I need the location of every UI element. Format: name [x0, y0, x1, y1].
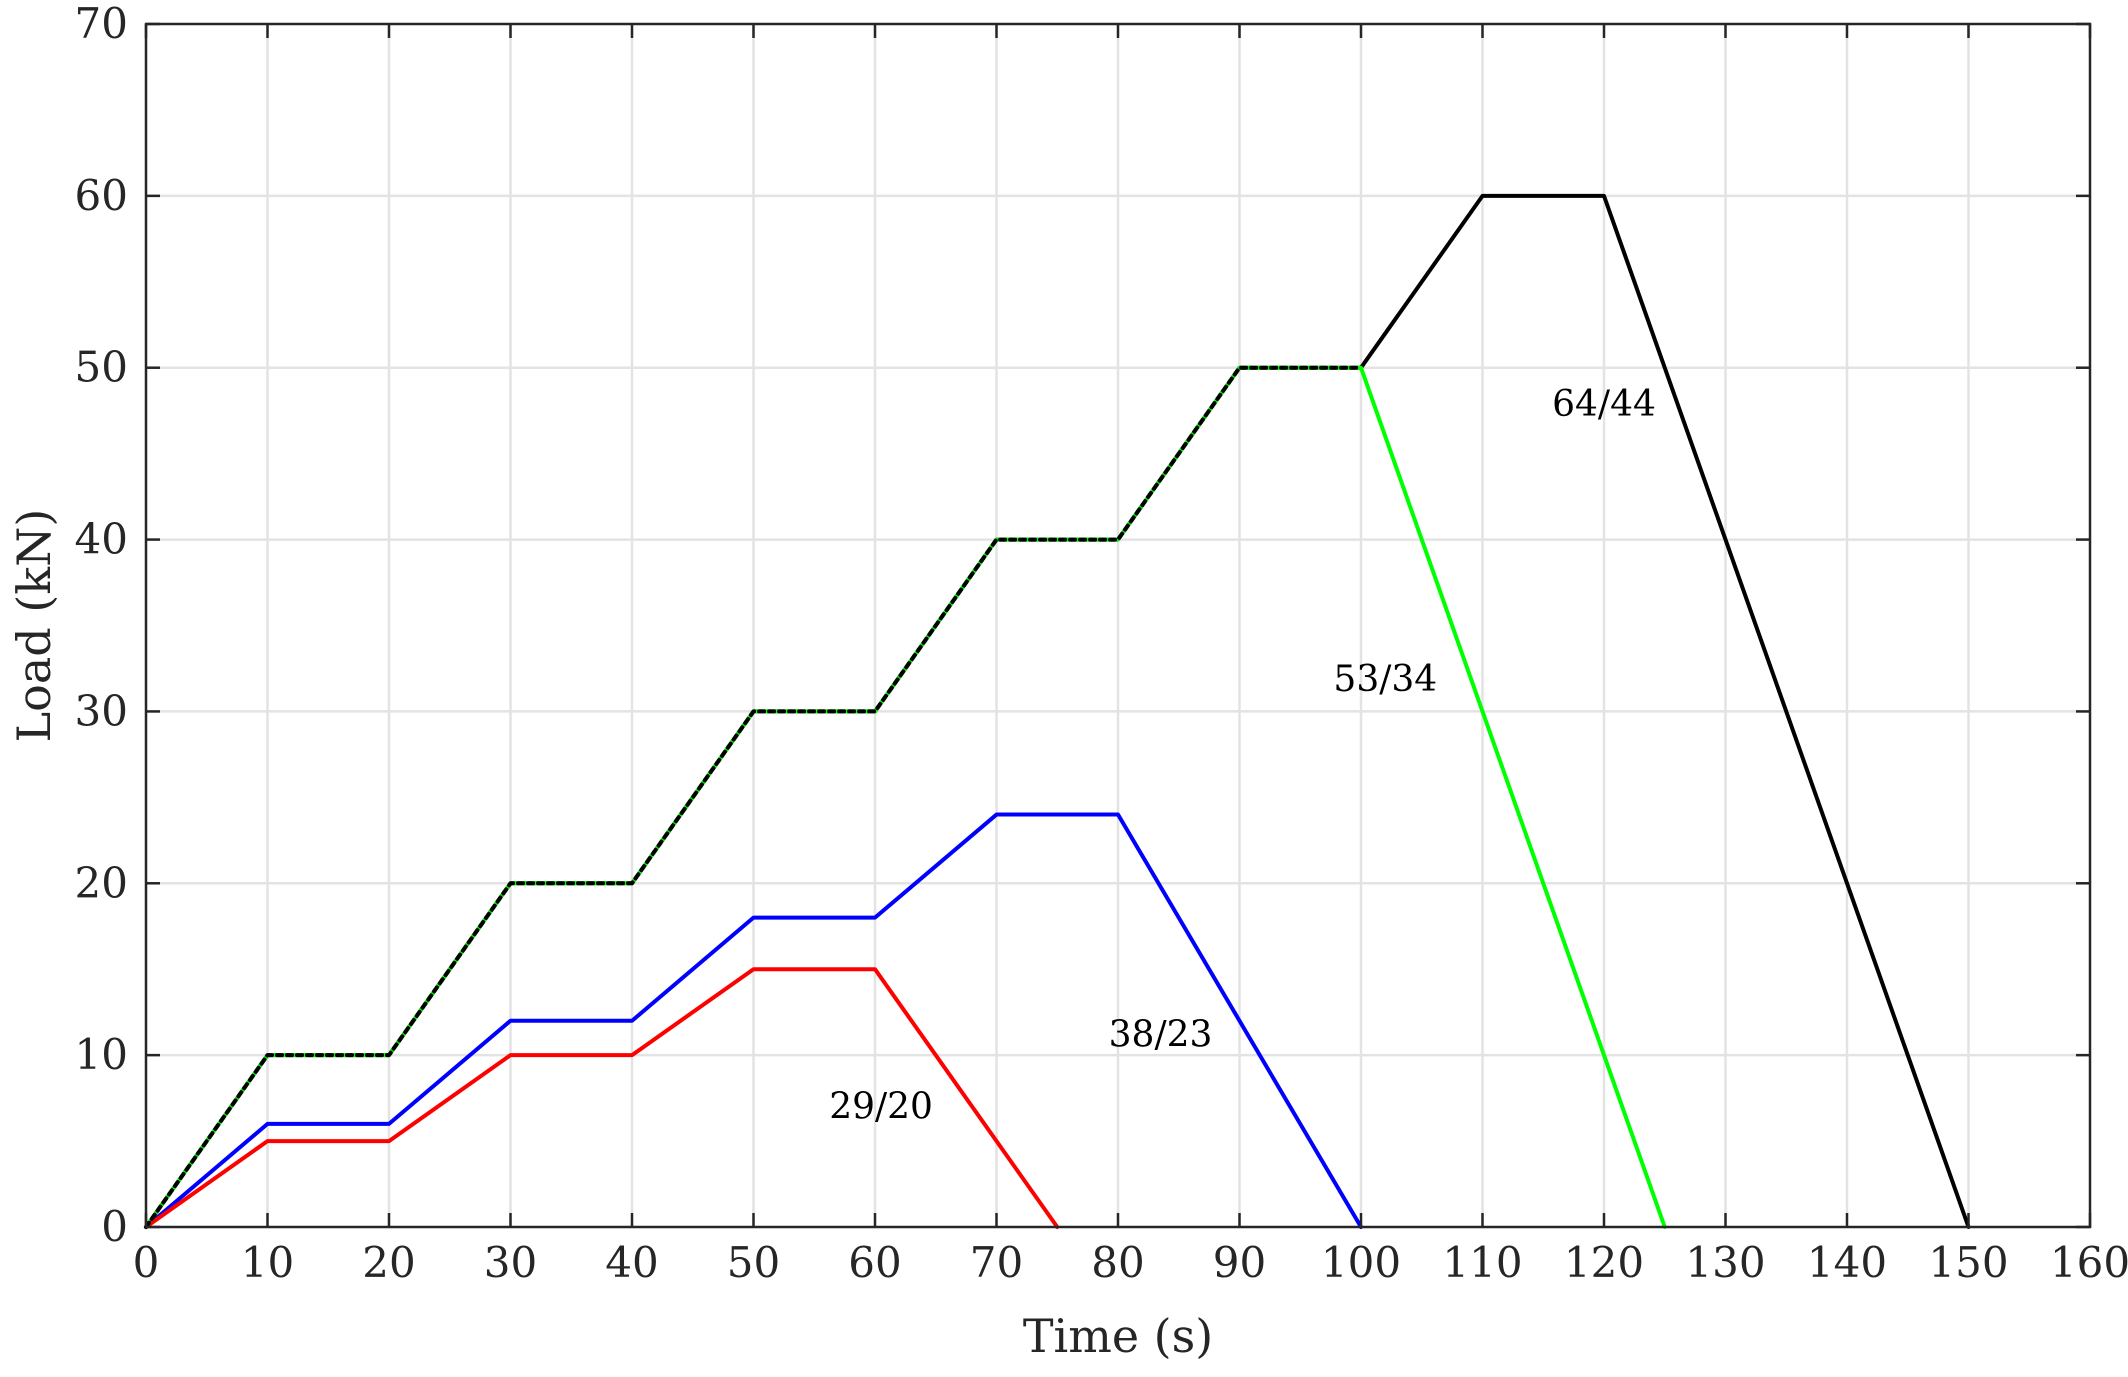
x-tick-label: 120	[1564, 1238, 1644, 1287]
x-tick-label: 50	[727, 1238, 780, 1287]
x-tick-label: 40	[605, 1238, 658, 1287]
y-tick-label: 0	[101, 1202, 128, 1251]
grid	[146, 24, 2090, 1227]
series-annotation: 38/23	[1109, 1015, 1213, 1056]
x-tick-label: 80	[1091, 1238, 1144, 1287]
series-line	[144, 365, 1363, 1229]
x-tick-label: 160	[2050, 1238, 2128, 1287]
plot-series	[144, 193, 1971, 1229]
series-annotation: 64/44	[1552, 384, 1656, 425]
x-tick-label: 150	[1928, 1238, 2008, 1287]
x-tick-label: 100	[1321, 1238, 1401, 1287]
x-tick-label: 110	[1442, 1238, 1522, 1287]
x-tick-label: 60	[848, 1238, 901, 1287]
y-tick-label: 30	[75, 686, 128, 735]
x-tick-label: 10	[241, 1238, 294, 1287]
x-tick-label: 30	[484, 1238, 537, 1287]
y-tick-label: 50	[75, 343, 128, 392]
x-tick-label: 130	[1685, 1238, 1765, 1287]
y-tick-label: 10	[75, 1030, 128, 1079]
x-axis-label: Time (s)	[1023, 1309, 1213, 1363]
series-annotation: 29/20	[829, 1087, 933, 1128]
annotations: 29/20 38/23 53/34 64/44	[829, 384, 1656, 1128]
y-axis-label: Load (kN)	[7, 509, 61, 743]
y-tick-label: 20	[75, 858, 128, 907]
x-tick-label: 90	[1213, 1238, 1266, 1287]
y-tick-label: 40	[75, 515, 128, 564]
y-tick-label: 60	[75, 171, 128, 220]
x-tick-label: 70	[970, 1238, 1023, 1287]
x-tick-label: 140	[1807, 1238, 1887, 1287]
series-line	[144, 812, 1363, 1229]
x-tick-label: 0	[133, 1238, 160, 1287]
x-tick-label: 20	[362, 1238, 415, 1287]
axis-ticks: 0 10 20 30 40 50 60 70 80 90 100 110 120 130 140 150 160…	[75, 0, 2128, 1287]
series-line	[144, 967, 1060, 1229]
series-annotation: 53/34	[1333, 659, 1437, 700]
y-tick-label: 70	[75, 0, 128, 48]
